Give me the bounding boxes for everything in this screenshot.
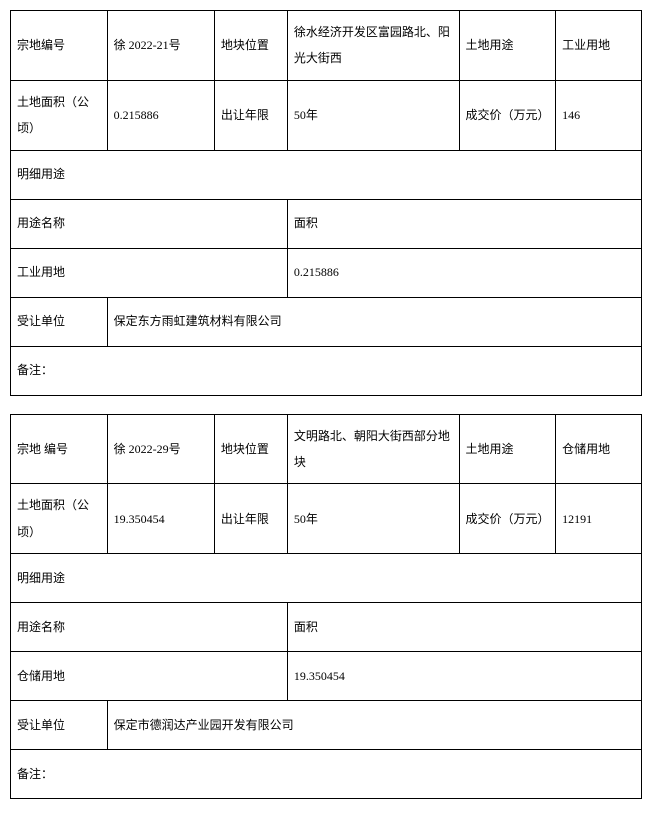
label-landuse: 土地用途: [459, 11, 556, 81]
label-area: 土地面积（公顷）: [11, 80, 108, 150]
value-assignee: 保定市德润达产业园开发有限公司: [107, 701, 641, 750]
value-parcel-id: 徐 2022-21号: [107, 11, 214, 81]
label-location: 地块位置: [214, 414, 287, 484]
label-landuse: 土地用途: [459, 414, 556, 484]
detail-col-name: 用途名称: [11, 603, 288, 652]
label-parcel-id: 宗地 编号: [11, 414, 108, 484]
detail-area: 19.350454: [287, 652, 641, 701]
label-term: 出让年限: [214, 484, 287, 554]
value-landuse: 工业用地: [556, 11, 642, 81]
table-row: 受让单位 保定东方雨虹建筑材料有限公司: [11, 297, 642, 346]
detail-header: 明细用途: [11, 150, 642, 199]
table-row: 宗地 编号 徐 2022-29号 地块位置 文明路北、朝阳大街西部分地块 土地用…: [11, 414, 642, 484]
value-price: 12191: [556, 484, 642, 554]
value-term: 50年: [287, 484, 459, 554]
value-location: 徐水经济开发区富园路北、阳光大街西: [287, 11, 459, 81]
table-row: 受让单位 保定市德润达产业园开发有限公司: [11, 701, 642, 750]
detail-col-name: 用途名称: [11, 199, 288, 248]
label-remark: 备注：: [11, 750, 642, 799]
parcel-table-0: 宗地编号 徐 2022-21号 地块位置 徐水经济开发区富园路北、阳光大街西 土…: [10, 10, 642, 396]
table-row: 备注：: [11, 750, 642, 799]
value-location: 文明路北、朝阳大街西部分地块: [287, 414, 459, 484]
value-term: 50年: [287, 80, 459, 150]
label-area: 土地面积（公顷）: [11, 484, 108, 554]
detail-name: 工业用地: [11, 248, 288, 297]
detail-col-area: 面积: [287, 199, 641, 248]
label-remark: 备注：: [11, 346, 642, 395]
value-area: 19.350454: [107, 484, 214, 554]
detail-col-area: 面积: [287, 603, 641, 652]
label-price: 成交价（万元）: [459, 80, 556, 150]
table-row: 宗地编号 徐 2022-21号 地块位置 徐水经济开发区富园路北、阳光大街西 土…: [11, 11, 642, 81]
label-price: 成交价（万元）: [459, 484, 556, 554]
table-row: 明细用途: [11, 150, 642, 199]
label-term: 出让年限: [214, 80, 287, 150]
table-row: 土地面积（公顷） 0.215886 出让年限 50年 成交价（万元） 146: [11, 80, 642, 150]
table-row: 用途名称 面积: [11, 603, 642, 652]
value-price: 146: [556, 80, 642, 150]
detail-area: 0.215886: [287, 248, 641, 297]
table-gap: [10, 396, 642, 414]
label-parcel-id: 宗地编号: [11, 11, 108, 81]
label-assignee: 受让单位: [11, 701, 108, 750]
table-row: 明细用途: [11, 554, 642, 603]
table-row: 工业用地 0.215886: [11, 248, 642, 297]
parcel-table-1: 宗地 编号 徐 2022-29号 地块位置 文明路北、朝阳大街西部分地块 土地用…: [10, 414, 642, 800]
label-assignee: 受让单位: [11, 297, 108, 346]
value-landuse: 仓储用地: [556, 414, 642, 484]
table-row: 仓储用地 19.350454: [11, 652, 642, 701]
table-row: 土地面积（公顷） 19.350454 出让年限 50年 成交价（万元） 1219…: [11, 484, 642, 554]
value-parcel-id: 徐 2022-29号: [107, 414, 214, 484]
detail-header: 明细用途: [11, 554, 642, 603]
detail-name: 仓储用地: [11, 652, 288, 701]
value-assignee: 保定东方雨虹建筑材料有限公司: [107, 297, 641, 346]
value-area: 0.215886: [107, 80, 214, 150]
label-location: 地块位置: [214, 11, 287, 81]
table-row: 用途名称 面积: [11, 199, 642, 248]
table-row: 备注：: [11, 346, 642, 395]
